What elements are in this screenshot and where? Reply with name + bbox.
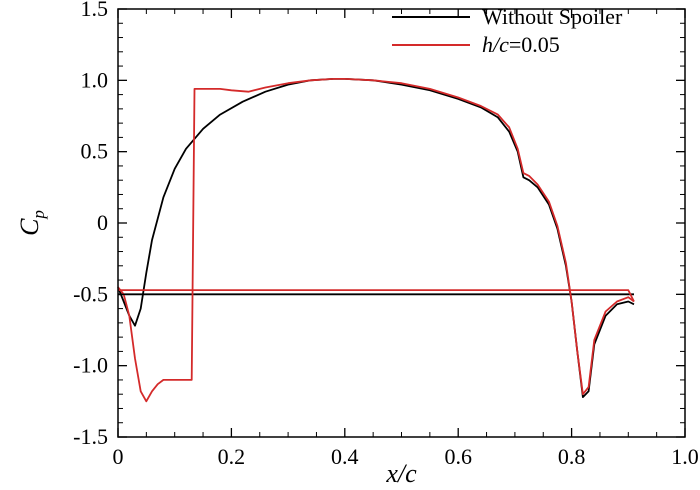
plot-frame (117, 8, 686, 438)
x-tick-label: 0 (113, 444, 124, 469)
series-0-upper-line (117, 78, 635, 399)
y-tick-label: -1.5 (73, 424, 108, 449)
y-tick-label: 0 (97, 210, 108, 235)
series-layer (117, 78, 635, 403)
y-axis-title: Cp (15, 210, 48, 236)
y-tick-label: 1.5 (81, 0, 109, 21)
x-tick-label: 0.2 (218, 444, 246, 469)
y-axis-title-sub: p (29, 210, 48, 220)
y-axis-ticks: -1.5 -1.0 -0.5 0 0.5 1.0 1.5 (73, 0, 685, 449)
x-axis-title-text: x/c (385, 459, 417, 488)
y-tick-label: 0.5 (81, 139, 109, 164)
x-tick-label: 0.6 (444, 444, 472, 469)
x-axis-ticks: 0 0.2 0.4 0.6 0.8 1.0 (113, 9, 699, 469)
y-axis-title-main: C (15, 218, 44, 236)
legend: Without Spoiler h/c=0.05 (392, 4, 623, 57)
legend-label-spoiler-text: =0.05 (509, 32, 560, 57)
y-tick-label: -0.5 (73, 281, 108, 306)
legend-label-spoiler: h/c=0.05 (482, 32, 560, 57)
legend-label-spoiler-italic: h/c (482, 32, 509, 57)
legend-label-without-spoiler: Without Spoiler (482, 4, 623, 29)
x-tick-label: 0.4 (331, 444, 359, 469)
legend-label-without-spoiler-text: Without Spoiler (482, 4, 623, 29)
y-tick-label: -1.0 (73, 353, 108, 378)
series-1-upper-line (117, 78, 635, 403)
x-tick-label: 0.8 (558, 444, 586, 469)
x-tick-label: 1.0 (671, 444, 699, 469)
series-1-lower-line (118, 289, 635, 302)
y-tick-label: 1.0 (81, 67, 109, 92)
x-axis-title: x/c (385, 459, 417, 488)
